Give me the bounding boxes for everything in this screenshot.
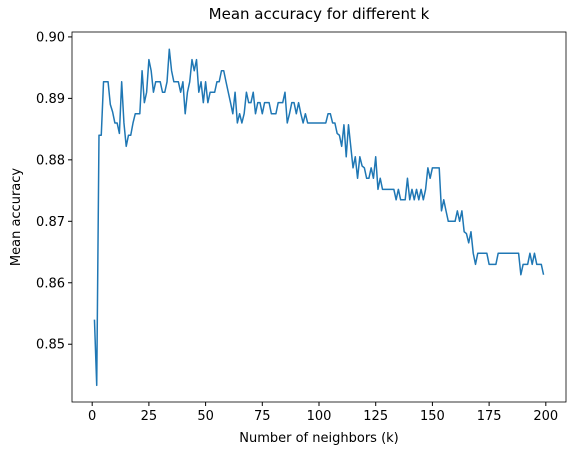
- x-tick-label: 100: [307, 409, 332, 424]
- x-tick-label: 0: [88, 409, 96, 424]
- x-tick-label: 75: [254, 409, 271, 424]
- x-tick-label: 50: [197, 409, 214, 424]
- y-tick-label: 0.88: [36, 153, 65, 168]
- y-tick-label: 0.86: [36, 276, 65, 291]
- y-tick-label: 0.90: [36, 30, 65, 45]
- data-line: [93, 48, 545, 387]
- y-tick-label: 0.89: [36, 92, 65, 107]
- y-axis-label: Mean accuracy: [9, 168, 24, 267]
- x-tick-label: 150: [420, 409, 445, 424]
- plot-frame: [71, 31, 567, 403]
- x-tick-label: 125: [363, 409, 388, 424]
- y-tick-label: 0.87: [36, 215, 65, 230]
- chart-title: Mean accuracy for different k: [209, 5, 430, 23]
- y-tick-label: 0.85: [36, 338, 65, 353]
- x-axis-label: Number of neighbors (k): [239, 431, 399, 446]
- x-tick-label: 25: [141, 409, 158, 424]
- x-tick-label: 200: [533, 409, 558, 424]
- x-tick-label: 175: [477, 409, 502, 424]
